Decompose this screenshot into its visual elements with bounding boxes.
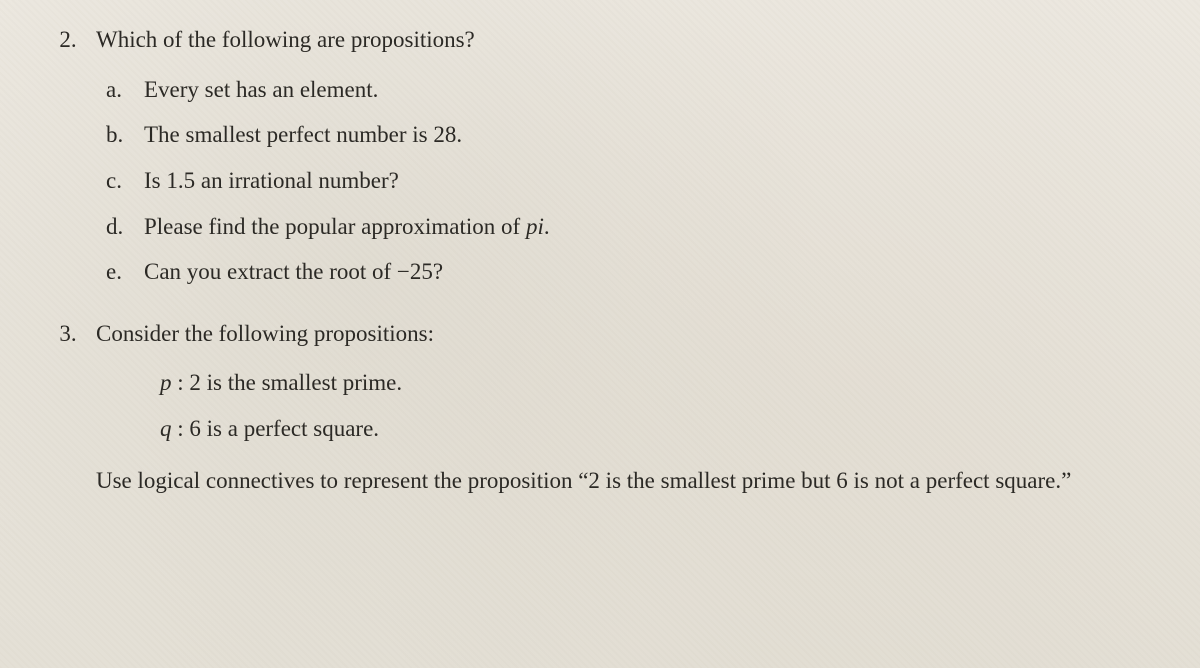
q3-prop-p-text: p : 2 is the smallest prime. — [160, 365, 1160, 401]
question-3-prompt: Consider the following propositions: — [96, 316, 1160, 352]
question-3-header: 3. Consider the following propositions: — [40, 316, 1160, 352]
q3-prop-q-text: q : 6 is a perfect square. — [160, 411, 1160, 447]
q3-prop-p-body: 2 is the smallest prime. — [189, 370, 402, 395]
question-2-prompt: Which of the following are propositions? — [96, 22, 1160, 58]
q2-item-e-text: Can you extract the root of −25? — [144, 254, 1160, 290]
q2-item-a-text: Every set has an element. — [144, 72, 1160, 108]
q2-item-e-letter: e. — [96, 254, 144, 290]
q3-prop-q-body: 6 is a perfect square. — [189, 416, 379, 441]
question-2-header: 2. Which of the following are propositio… — [40, 22, 1160, 58]
q2-item-c: c. Is 1.5 an irrational number? — [40, 163, 1160, 199]
q2-item-d-text: Please find the popular approximation of… — [144, 209, 1160, 245]
q2-item-d: d. Please find the popular approximation… — [40, 209, 1160, 245]
q2-item-b-text: The smallest perfect number is 28. — [144, 117, 1160, 153]
q2-item-c-text: Is 1.5 an irrational number? — [144, 163, 1160, 199]
q2-item-b-letter: b. — [96, 117, 144, 153]
question-2-number: 2. — [40, 22, 96, 58]
q3-closing: Use logical connectives to represent the… — [40, 463, 1160, 499]
q3-prop-q-sym: q — [160, 416, 172, 441]
q2-item-c-letter: c. — [96, 163, 144, 199]
q2-item-d-ital: pi — [526, 214, 544, 239]
q2-item-a-letter: a. — [96, 72, 144, 108]
q3-prop-q-sep: : — [172, 416, 190, 441]
q3-prop-q: q : 6 is a perfect square. — [40, 411, 1160, 447]
question-3-number: 3. — [40, 316, 96, 352]
q3-prop-p: p : 2 is the smallest prime. — [40, 365, 1160, 401]
q2-item-d-pre: Please find the popular approximation of — [144, 214, 526, 239]
q2-item-d-letter: d. — [96, 209, 144, 245]
q3-prop-p-sep: : — [172, 370, 190, 395]
q2-item-d-post: . — [544, 214, 550, 239]
q2-item-a: a. Every set has an element. — [40, 72, 1160, 108]
q2-item-e: e. Can you extract the root of −25? — [40, 254, 1160, 290]
q2-item-b: b. The smallest perfect number is 28. — [40, 117, 1160, 153]
q3-prop-p-sym: p — [160, 370, 172, 395]
